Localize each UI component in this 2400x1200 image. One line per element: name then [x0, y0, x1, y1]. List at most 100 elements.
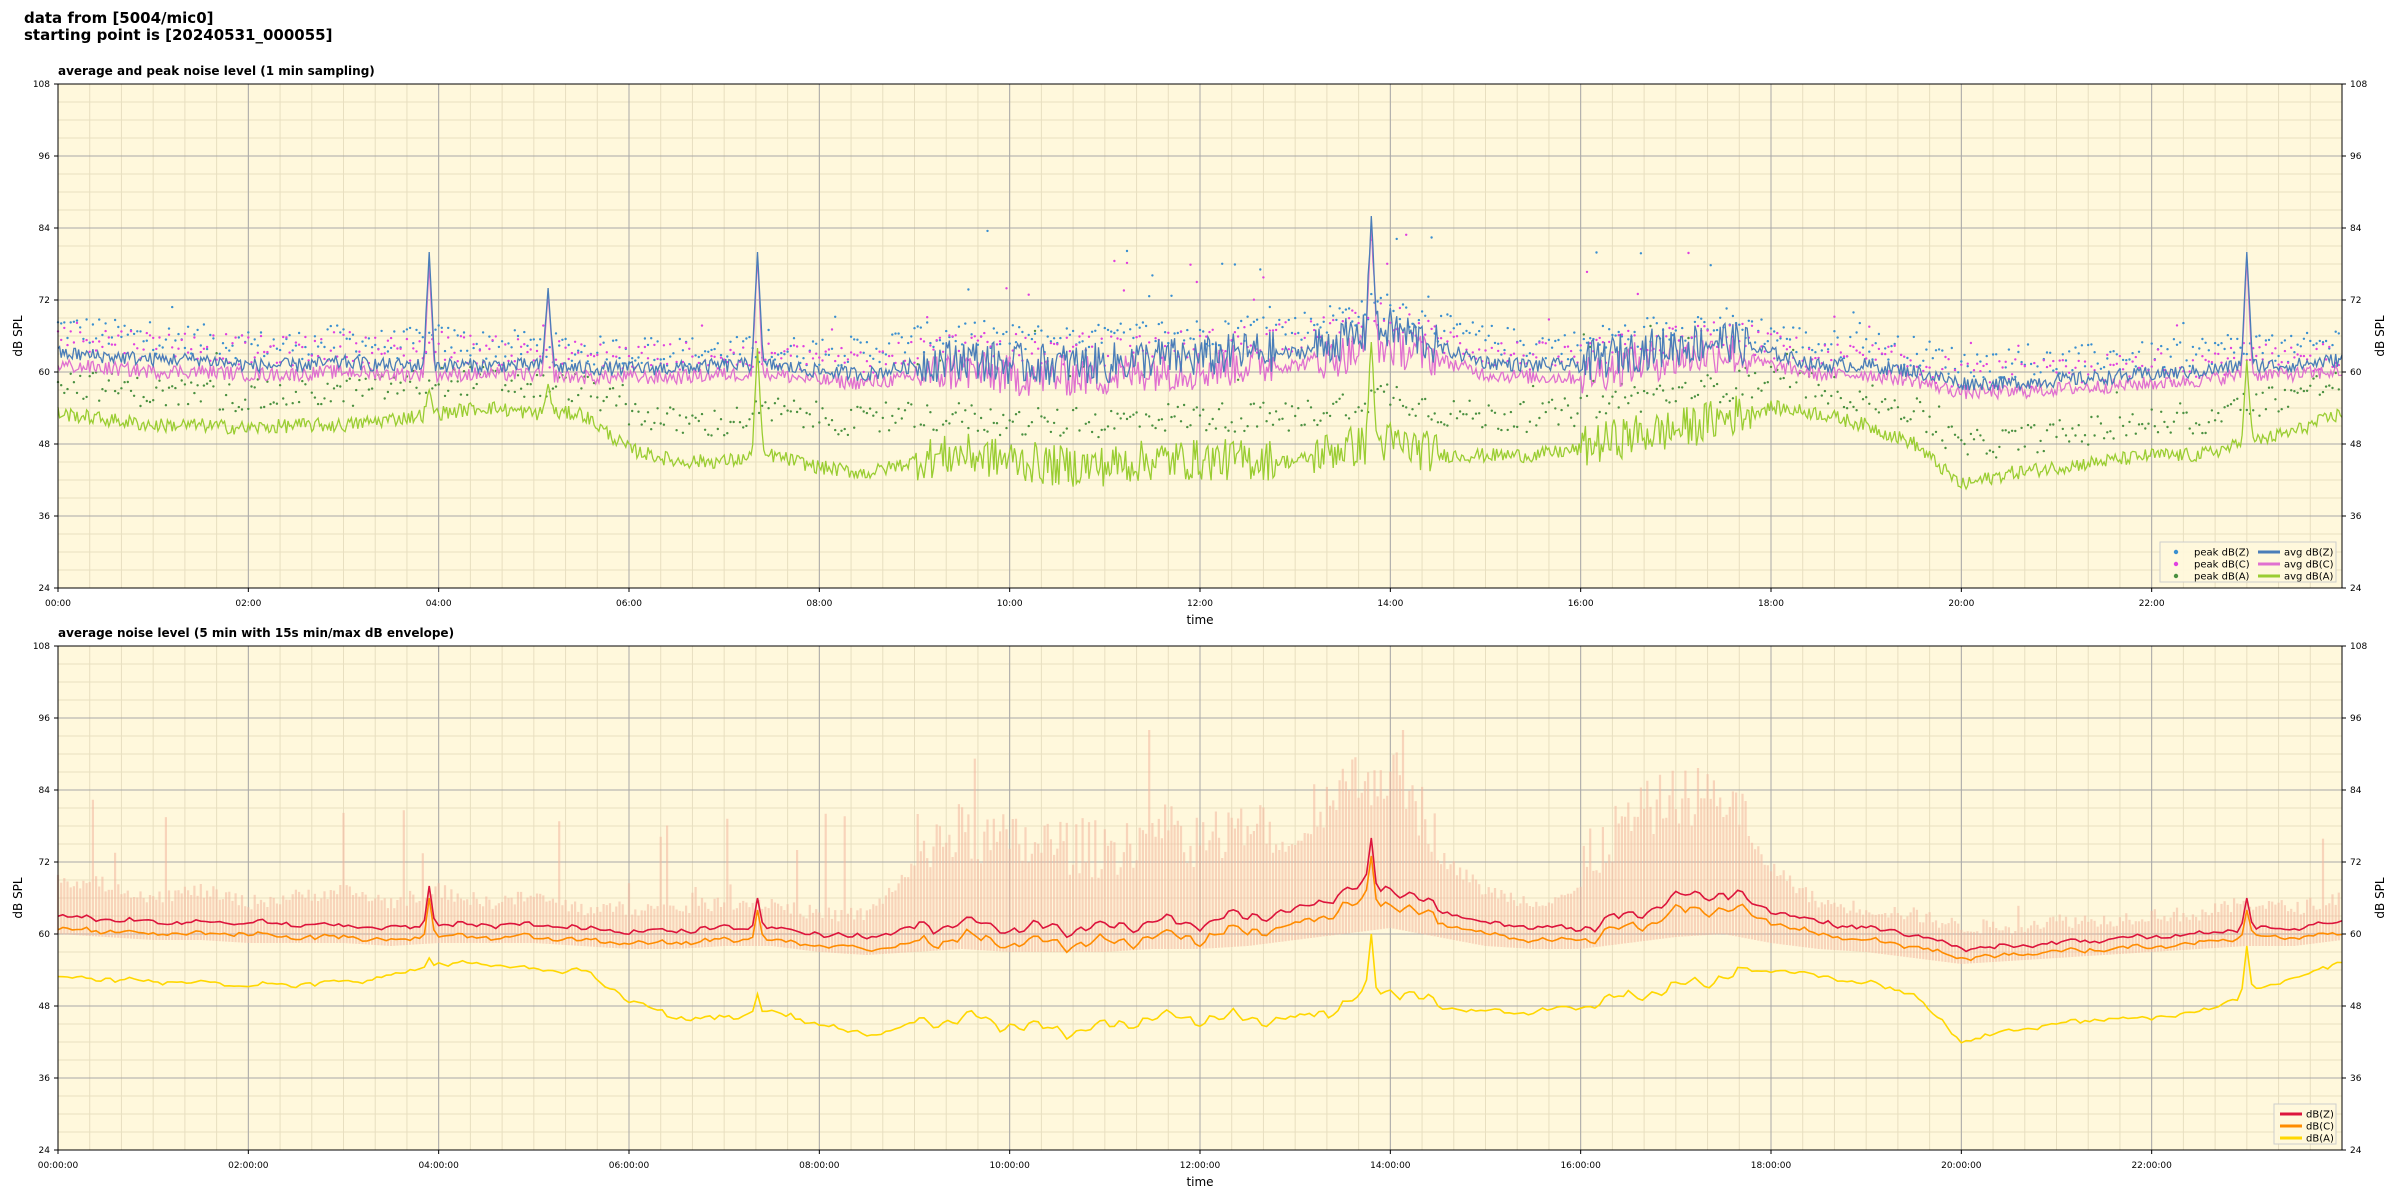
peak-c-point: [913, 361, 916, 364]
peak-z-point: [1424, 314, 1427, 317]
y-tick-label-left: 60: [39, 368, 51, 378]
peak-a-point: [1668, 401, 1671, 404]
peak-a-point: [389, 382, 393, 385]
peak-z-point: [1595, 251, 1598, 254]
peak-z-point: [596, 351, 599, 354]
peak-a-point: [2232, 399, 2236, 402]
peak-c-point: [459, 335, 463, 338]
peak-a-point: [2134, 432, 2137, 435]
peak-a-point: [783, 404, 786, 408]
panel-title: average and peak noise level (1 min samp…: [58, 64, 375, 78]
peak-a-point: [1585, 394, 1589, 398]
peak-a-point: [424, 391, 428, 394]
peak-a-point: [1928, 415, 1931, 418]
peak-z-point: [821, 338, 824, 341]
peak-z-point: [440, 326, 443, 329]
peak-a-point: [1738, 369, 1741, 372]
peak-z-point: [2267, 338, 2271, 342]
peak-a-point: [808, 413, 811, 416]
peak-z-point: [1157, 322, 1161, 326]
peak-c-point: [1037, 347, 1040, 350]
peak-z-point: [1319, 326, 1322, 329]
peak-z-point: [2102, 366, 2106, 369]
peak-z-point: [773, 358, 777, 361]
x-tick-label: 14:00:00: [1370, 1161, 1411, 1171]
peak-c-point: [853, 353, 856, 356]
peak-a-point: [313, 396, 317, 399]
peak-a-point: [2261, 391, 2264, 394]
peak-c-point: [2210, 361, 2214, 364]
x-tick-label: 04:00:00: [418, 1161, 459, 1171]
peak-z-point: [954, 339, 957, 343]
y-tick-label-right: 24: [2350, 1146, 2362, 1156]
peak-a-point: [729, 420, 732, 424]
peak-c-point: [1354, 311, 1357, 315]
peak-a-point: [1049, 430, 1053, 434]
peak-a-point: [662, 423, 666, 426]
peak-a-point: [1008, 419, 1011, 422]
peak-z-point: [703, 350, 707, 353]
peak-a-point: [1427, 415, 1430, 418]
peak-z-point: [1988, 370, 1992, 373]
peak-z-point: [1918, 364, 1922, 367]
peak-z-point: [964, 322, 967, 325]
peak-a-point: [1874, 408, 1877, 411]
peak-z-point: [256, 344, 259, 347]
peak-c-point: [2188, 370, 2191, 373]
peak-z-point: [573, 353, 577, 356]
peak-z-point: [1563, 334, 1567, 337]
peak-c-point: [1110, 335, 1113, 338]
peak-z-point: [2106, 357, 2109, 360]
peak-a-point: [98, 399, 101, 402]
peak-c-point: [1807, 347, 1811, 351]
peak-z-point: [570, 359, 574, 362]
peak-z-point: [1240, 319, 1243, 323]
peak-z-point: [1465, 329, 1468, 333]
peak-a-point: [202, 384, 206, 387]
peak-a-point: [602, 399, 605, 403]
peak-a-point: [802, 426, 805, 429]
peak-a-point: [2188, 427, 2191, 430]
peak-a-point: [1452, 400, 1456, 403]
peak-c-point: [494, 335, 497, 338]
peak-z-point: [374, 343, 377, 347]
peak-z-point: [526, 344, 529, 347]
peak-z-point: [1909, 364, 1912, 367]
peak-z-point: [1855, 331, 1858, 334]
peak-z-point: [1700, 317, 1703, 320]
peak-z-point: [294, 344, 298, 347]
peak-a-point: [1563, 397, 1567, 400]
peak-z-point: [2226, 334, 2229, 337]
peak-z-point: [497, 345, 501, 349]
peak-a-point: [1855, 409, 1858, 412]
peak-a-point: [1753, 371, 1757, 375]
peak-z-point: [815, 342, 818, 345]
peak-c-point: [808, 350, 811, 353]
peak-c-point: [2068, 371, 2071, 374]
peak-c-point: [859, 351, 862, 354]
series-peak-c: [56, 233, 2340, 388]
legend-label: peak dB(A): [2194, 572, 2250, 583]
peak-z-point: [1135, 323, 1138, 326]
peak-z-point: [897, 332, 900, 335]
peak-a-point: [462, 370, 466, 373]
peak-c-point: [1722, 343, 1725, 347]
x-tick-label: 04:00: [426, 599, 452, 609]
peak-a-point: [186, 402, 190, 406]
peak-a-point: [1071, 408, 1075, 412]
peak-a-point: [1836, 390, 1839, 393]
peak-z-point: [2185, 359, 2188, 362]
peak-a-point: [231, 401, 234, 405]
peak-a-point: [1519, 402, 1522, 406]
peak-c-point: [79, 331, 82, 334]
peak-a-point: [624, 402, 627, 406]
peak-z-point: [719, 353, 723, 357]
peak-z-point: [415, 328, 418, 332]
peak-z-point: [123, 324, 126, 327]
peak-z-point: [177, 332, 180, 336]
peak-z-point: [599, 335, 602, 338]
peak-z-point: [1934, 349, 1938, 352]
peak-a-point: [443, 394, 447, 398]
peak-a-point: [2049, 423, 2052, 426]
peak-z-point: [707, 350, 710, 353]
